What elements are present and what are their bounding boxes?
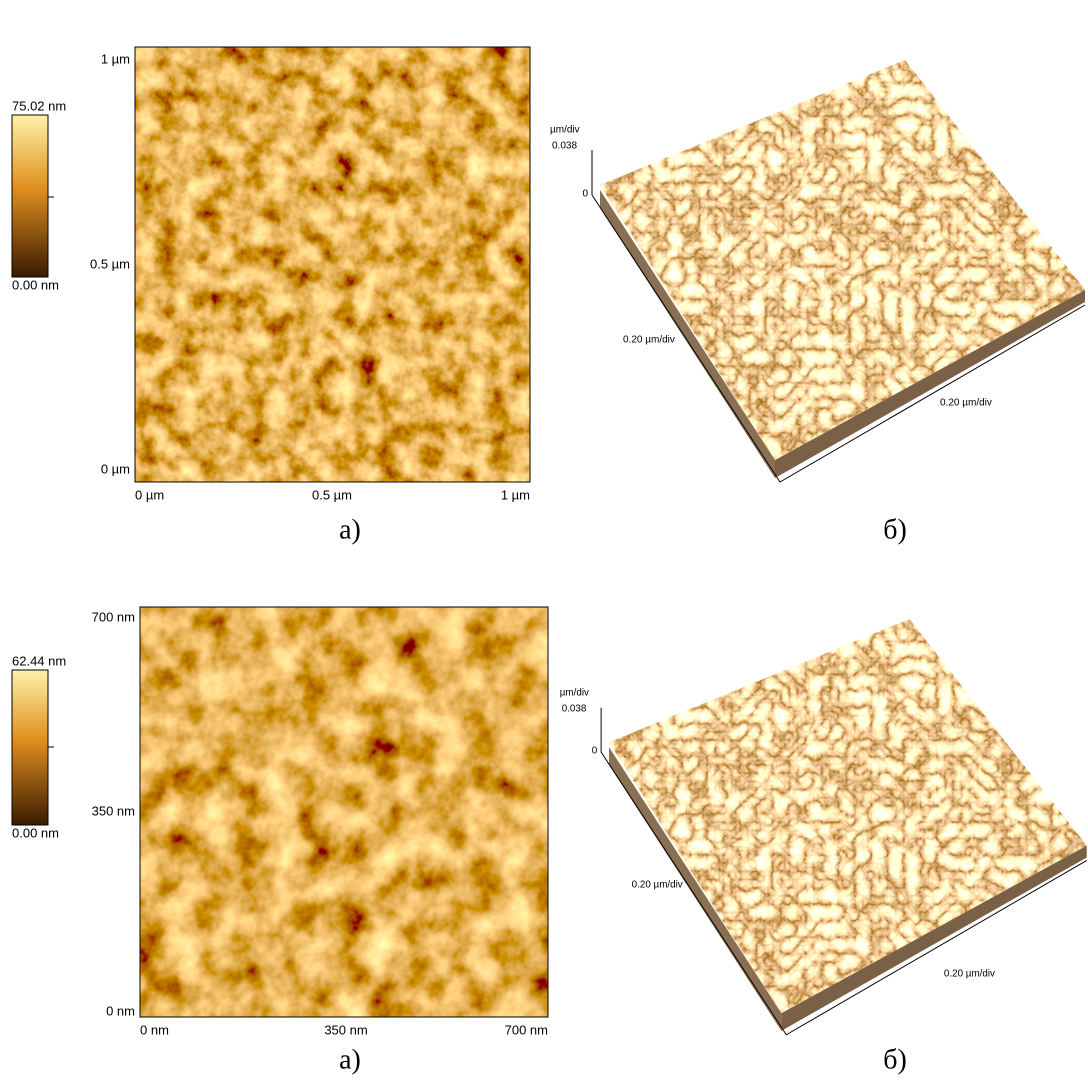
z-unit: µm/div [560,688,589,699]
colorbar-max: 75.02 nm [12,98,66,113]
y-tick-label: 0.5 µm [90,256,130,271]
z-zero: 0 [582,189,588,200]
caption: а) [339,1044,361,1075]
surface-top [604,614,1088,1018]
x-tick-label: 350 nm [324,1022,367,1037]
y-tick-label: 350 nm [92,803,135,818]
x-tick-label: 0.5 µm [312,487,352,502]
colorbar-max: 62.44 nm [12,653,66,668]
afm-map: 62.44 nm 0.00 nm 700 nm 350 nm 0 nm 0 nm… [12,607,548,1075]
y-axis-label: 0.20 µm/div [632,880,683,891]
z-scale: 0.038 [552,141,577,152]
caption: а) [339,514,361,545]
z-scale: 0.038 [562,703,587,714]
height-map [135,47,530,482]
afm-map: 75.02 nm 0.00 nm 1 µm 0.5 µm 0 µm 0 µm 0… [12,47,530,545]
colorbar [12,670,48,825]
x-tick-label: 700 nm [505,1022,548,1037]
z-unit: µm/div [550,125,580,136]
x-tick-label: 0 µm [135,487,164,502]
z-zero: 0 [592,746,598,757]
x-tick-label: 0 nm [140,1022,169,1037]
colorbar-min: 0.00 nm [12,277,59,292]
caption: б) [883,514,907,545]
x-axis-label: 0.20 µm/div [944,968,995,979]
x-axis-label: 0.20 µm/div [940,398,992,409]
y-tick-label: 0 µm [101,461,130,476]
surface-top [595,55,1088,465]
caption: б) [883,1044,907,1075]
y-axis-label: 0.20 µm/div [623,335,675,346]
colorbar-min: 0.00 nm [12,825,59,840]
afm-surface: µm/div 0.038 0 0.20 µm/div 0.20 µm/div [560,614,1088,1035]
y-tick-label: 1 µm [101,51,130,66]
figure: 75.02 nm 0.00 nm 1 µm 0.5 µm 0 µm 0 µm 0… [0,0,1088,1080]
colorbar [12,115,48,277]
x-tick-label: 1 µm [501,487,530,502]
height-map [140,607,548,1017]
y-tick-label: 0 nm [106,1003,135,1018]
y-tick-label: 700 nm [92,609,135,624]
afm-surface: µm/div 0.038 0 0.20 µm/div 0.20 µm/div б… [550,55,1088,545]
